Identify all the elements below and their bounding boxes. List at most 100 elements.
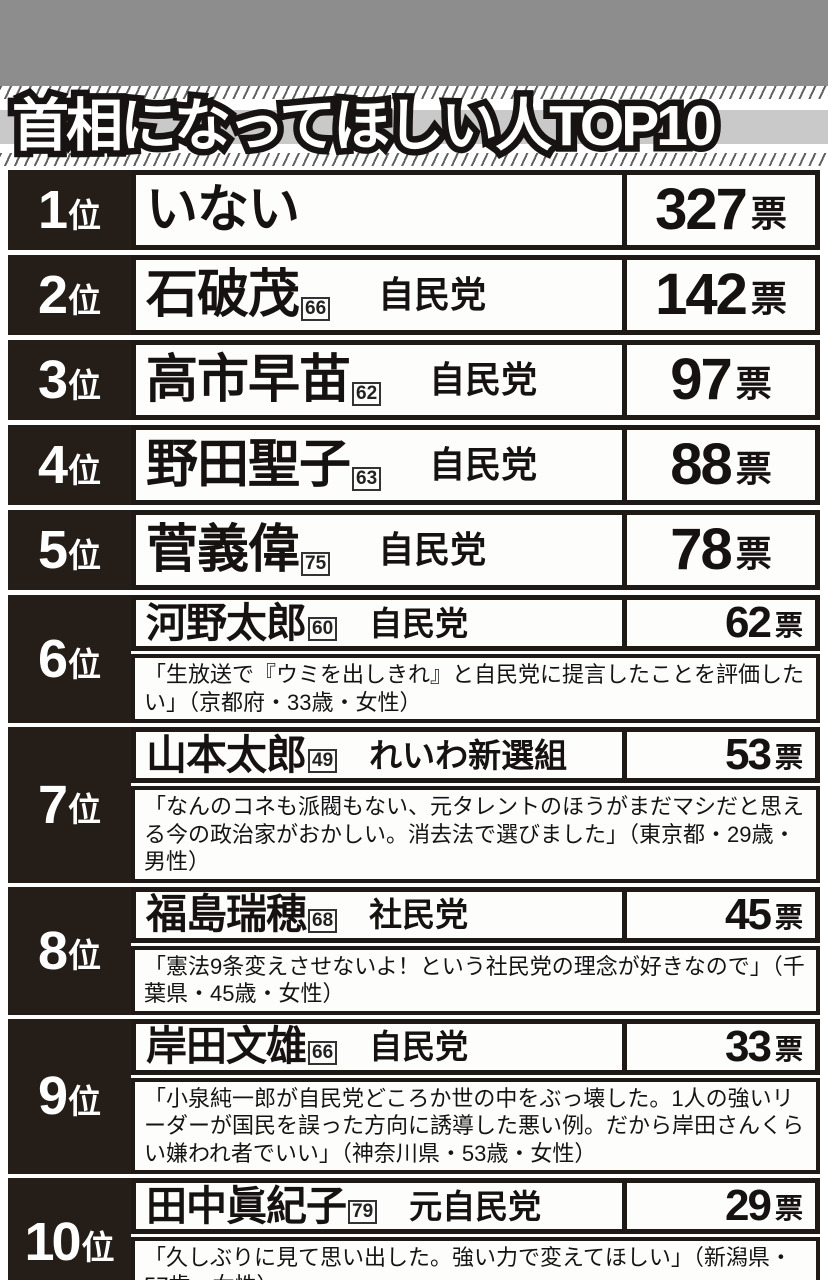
voter-comment: 「なんのコネも派閥もない、元タレントのほうがまだマシだと思える今の政治家がおかし… bbox=[131, 786, 820, 883]
candidate-name: 河野太郎 bbox=[146, 599, 307, 646]
page-title-outline: 首相になってほしい人TOP10 bbox=[6, 91, 724, 161]
candidate-name: 石破茂 bbox=[146, 266, 300, 324]
rank-badge: 3 位 bbox=[8, 340, 131, 420]
candidate-age: 60 bbox=[308, 617, 338, 641]
rank-badge: 7 位 bbox=[8, 727, 131, 883]
title-banner: 首相になってほしい人TOP10 首相になってほしい人TOP10 bbox=[0, 86, 828, 166]
candidate-name: 野田聖子 bbox=[146, 436, 351, 494]
rank-badge: 4 位 bbox=[8, 425, 131, 505]
rank-badge: 9 位 bbox=[8, 1018, 131, 1174]
candidate-name: 菅義偉 bbox=[146, 521, 300, 579]
vote-cell: 142 票 bbox=[622, 260, 815, 330]
voter-comment: 「久しぶりに見て思い出した。強い力で変えてほしい」（新潟県・57歳・女性） bbox=[131, 1237, 820, 1280]
rank-suffix: 位 bbox=[68, 791, 102, 829]
table-row-rank2: 2 位 石破茂 66 自民党 142 票 bbox=[8, 255, 820, 335]
vote-unit: 票 bbox=[735, 363, 772, 404]
vote-unit: 票 bbox=[774, 1033, 803, 1065]
candidate-name: 福島瑞穂 bbox=[146, 891, 307, 937]
rank-badge: 10 位 bbox=[8, 1178, 131, 1280]
candidate-party: 自民党 bbox=[378, 529, 487, 570]
rank-suffix: 位 bbox=[68, 366, 102, 404]
page-title-text: 首相になってほしい人TOP10 bbox=[12, 93, 717, 158]
table-row-rank9: 9 位 岸田文雄 66 自民党 33 票 「小泉純一郎が自民党どころか世の中をぶ… bbox=[8, 1018, 820, 1174]
vote-cell: 53 票 bbox=[622, 732, 815, 778]
rank-number: 7 bbox=[37, 774, 68, 835]
candidate-age: 79 bbox=[348, 1200, 378, 1224]
candidate-party: 自民党 bbox=[429, 444, 538, 485]
vote-cell: 29 票 bbox=[622, 1183, 815, 1229]
rank-number: 1 bbox=[37, 180, 68, 240]
vote-count: 62 bbox=[725, 598, 772, 647]
candidate-party: 自民党 bbox=[369, 1028, 469, 1065]
table-row-rank6: 6 位 河野太郎 60 自民党 62 票 「生放送で『ウミを出しきれ』と自民党に… bbox=[8, 595, 820, 723]
candidate-name: いない bbox=[146, 181, 300, 239]
candidate-age: 62 bbox=[352, 382, 382, 406]
vote-unit: 票 bbox=[774, 742, 803, 773]
candidate-party: 社民党 bbox=[369, 896, 469, 933]
table-row-rank3: 3 位 高市早苗 62 自民党 97 票 bbox=[8, 340, 820, 420]
rank-suffix: 位 bbox=[68, 937, 102, 974]
hatch-stripes-top bbox=[0, 86, 828, 99]
vote-count: 88 bbox=[670, 432, 732, 497]
rank-suffix: 位 bbox=[68, 1082, 102, 1120]
candidate-name: 田中眞紀子 bbox=[146, 1182, 347, 1229]
rank-suffix: 位 bbox=[68, 645, 102, 683]
candidate-age: 75 bbox=[301, 552, 331, 576]
rank-badge: 1 位 bbox=[8, 170, 131, 250]
rank-number: 10 bbox=[24, 1212, 81, 1272]
vote-cell: 33 票 bbox=[622, 1021, 815, 1071]
voter-comment: 「憲法9条変えさせないよ！という社民党の理念が好きなので」（千葉県・45歳・女性… bbox=[131, 945, 820, 1015]
vote-cell: 88 票 bbox=[622, 430, 815, 500]
vote-unit: 票 bbox=[735, 533, 772, 574]
vote-count: 33 bbox=[725, 1021, 772, 1071]
top-gray-band bbox=[0, 0, 828, 86]
rank-badge: 2 位 bbox=[8, 255, 131, 335]
rank-number: 2 bbox=[37, 265, 68, 325]
candidate-party: 自民党 bbox=[369, 604, 469, 642]
rank-suffix: 位 bbox=[68, 451, 102, 489]
vote-unit: 票 bbox=[750, 278, 787, 319]
voter-comment: 「生放送で『ウミを出しきれ』と自民党に提言したことを評価したい」（京都府・33歳… bbox=[131, 654, 820, 723]
vote-unit: 票 bbox=[774, 610, 803, 641]
vote-cell: 78 票 bbox=[622, 515, 815, 585]
rank-badge: 6 位 bbox=[8, 595, 131, 723]
vote-count: 53 bbox=[725, 730, 772, 779]
rank-number: 8 bbox=[37, 920, 68, 981]
rank-badge: 5 位 bbox=[8, 510, 131, 590]
rank-number: 3 bbox=[37, 350, 68, 410]
rank-suffix: 位 bbox=[68, 281, 102, 319]
candidate-age: 68 bbox=[308, 908, 338, 933]
voter-comment: 「小泉純一郎が自民党どころか世の中をぶっ壊した。1人の強いリーダーが国民を誤った… bbox=[131, 1077, 820, 1174]
hatch-stripes-bottom bbox=[0, 153, 828, 166]
candidate-party: 自民党 bbox=[378, 274, 487, 315]
vote-count: 78 bbox=[670, 517, 732, 582]
candidate-name: 山本太郎 bbox=[146, 731, 307, 778]
rank-suffix: 位 bbox=[68, 536, 102, 574]
table-row-rank7: 7 位 山本太郎 49 れいわ新選組 53 票 「なんのコネも派閥もない、元タレ… bbox=[8, 727, 820, 883]
table-row-rank5: 5 位 菅義偉 75 自民党 78 票 bbox=[8, 510, 820, 590]
ranking-table: 1 位 いない 327 票 2 位 bbox=[0, 166, 828, 1280]
vote-count: 45 bbox=[725, 889, 772, 939]
candidate-age: 63 bbox=[352, 467, 382, 491]
candidate-age: 66 bbox=[308, 1040, 338, 1065]
candidate-name: 高市早苗 bbox=[146, 351, 351, 409]
rank-number: 4 bbox=[37, 435, 68, 495]
rank-number: 9 bbox=[37, 1066, 68, 1127]
vote-cell: 327 票 bbox=[622, 175, 815, 245]
candidate-age: 66 bbox=[301, 297, 331, 321]
vote-unit: 票 bbox=[774, 1193, 803, 1224]
vote-cell: 62 票 bbox=[622, 600, 815, 646]
vote-cell: 45 票 bbox=[622, 889, 815, 939]
candidate-age: 49 bbox=[308, 749, 338, 773]
vote-count: 29 bbox=[725, 1181, 772, 1230]
table-row-rank8: 8 位 福島瑞穂 68 社民党 45 票 「憲法9条変えさせないよ！という社民党… bbox=[8, 886, 820, 1015]
vote-cell: 97 票 bbox=[622, 345, 815, 415]
table-row-rank4: 4 位 野田聖子 63 自民党 88 票 bbox=[8, 425, 820, 505]
vote-unit: 票 bbox=[774, 901, 803, 933]
rank-suffix: 位 bbox=[81, 1228, 115, 1266]
candidate-party: 自民党 bbox=[429, 359, 538, 400]
candidate-party: 元自民党 bbox=[409, 1187, 542, 1225]
page-title: 首相になってほしい人TOP10 首相になってほしい人TOP10 bbox=[0, 86, 828, 166]
vote-count: 142 bbox=[655, 262, 748, 327]
vote-unit: 票 bbox=[750, 193, 787, 234]
